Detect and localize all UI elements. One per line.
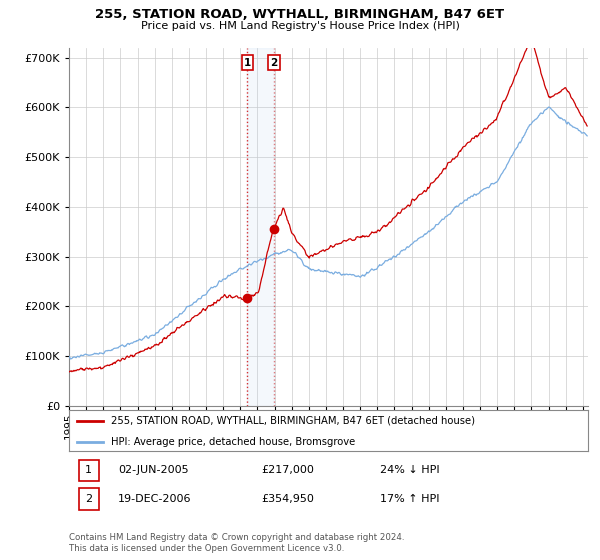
FancyBboxPatch shape (79, 460, 98, 481)
Text: 1: 1 (85, 465, 92, 475)
Text: HPI: Average price, detached house, Bromsgrove: HPI: Average price, detached house, Brom… (110, 437, 355, 447)
Text: 255, STATION ROAD, WYTHALL, BIRMINGHAM, B47 6ET (detached house): 255, STATION ROAD, WYTHALL, BIRMINGHAM, … (110, 416, 475, 426)
FancyBboxPatch shape (79, 488, 98, 510)
Text: Price paid vs. HM Land Registry's House Price Index (HPI): Price paid vs. HM Land Registry's House … (140, 21, 460, 31)
Text: 255, STATION ROAD, WYTHALL, BIRMINGHAM, B47 6ET: 255, STATION ROAD, WYTHALL, BIRMINGHAM, … (95, 8, 505, 21)
Bar (247, 48, 274, 406)
Text: 24% ↓ HPI: 24% ↓ HPI (380, 465, 440, 475)
Text: £354,950: £354,950 (261, 494, 314, 504)
Text: Contains HM Land Registry data © Crown copyright and database right 2024.
This d: Contains HM Land Registry data © Crown c… (69, 533, 404, 553)
Text: 2: 2 (85, 494, 92, 504)
Text: 1: 1 (244, 58, 251, 68)
Text: 2: 2 (270, 58, 277, 68)
Text: 19-DEC-2006: 19-DEC-2006 (118, 494, 192, 504)
Text: 17% ↑ HPI: 17% ↑ HPI (380, 494, 440, 504)
Text: 02-JUN-2005: 02-JUN-2005 (118, 465, 189, 475)
Text: £217,000: £217,000 (261, 465, 314, 475)
